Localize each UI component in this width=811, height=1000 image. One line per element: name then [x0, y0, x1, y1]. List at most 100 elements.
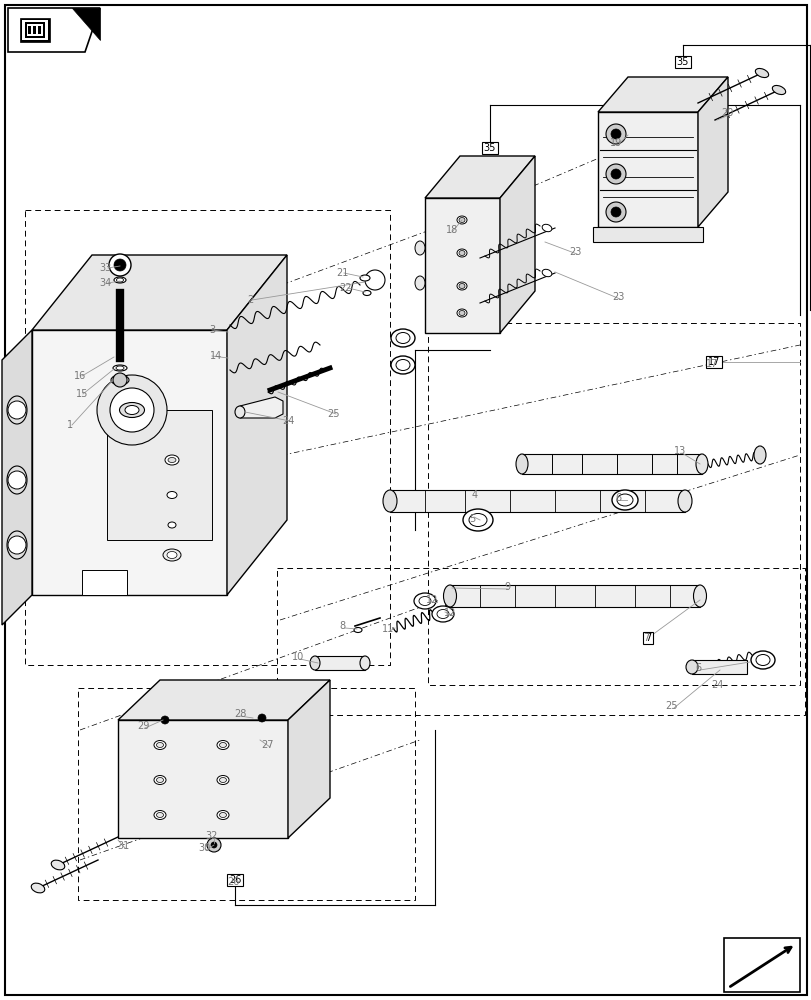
Polygon shape	[597, 77, 727, 112]
Text: 28: 28	[234, 709, 246, 719]
Ellipse shape	[755, 654, 769, 666]
Polygon shape	[72, 8, 100, 40]
Ellipse shape	[458, 250, 465, 255]
Circle shape	[8, 471, 26, 489]
Ellipse shape	[695, 454, 707, 474]
Ellipse shape	[383, 490, 397, 512]
Text: 22: 22	[339, 283, 352, 293]
Ellipse shape	[114, 277, 126, 283]
Text: 5: 5	[468, 514, 474, 524]
Ellipse shape	[542, 269, 551, 277]
Text: 20: 20	[720, 108, 732, 118]
Text: 26: 26	[226, 877, 239, 887]
Text: 24: 24	[710, 680, 723, 690]
Ellipse shape	[457, 216, 466, 224]
Polygon shape	[424, 156, 534, 198]
Ellipse shape	[116, 278, 123, 282]
Ellipse shape	[443, 585, 456, 607]
Ellipse shape	[51, 860, 65, 870]
Ellipse shape	[167, 491, 177, 498]
Text: 6: 6	[694, 663, 700, 673]
Text: 32: 32	[205, 831, 218, 841]
Ellipse shape	[611, 490, 637, 510]
Ellipse shape	[414, 241, 424, 255]
Polygon shape	[2, 330, 32, 625]
Text: 12: 12	[425, 595, 438, 605]
Ellipse shape	[542, 224, 551, 232]
Text: 21: 21	[336, 268, 348, 278]
Circle shape	[605, 124, 625, 144]
Ellipse shape	[515, 454, 527, 474]
Ellipse shape	[219, 778, 226, 782]
Polygon shape	[227, 255, 286, 595]
Ellipse shape	[157, 778, 163, 782]
Text: 25: 25	[665, 701, 677, 711]
Polygon shape	[597, 112, 697, 227]
Ellipse shape	[431, 606, 453, 622]
Circle shape	[161, 716, 169, 724]
Ellipse shape	[113, 365, 127, 371]
Polygon shape	[25, 22, 45, 38]
Circle shape	[8, 536, 26, 554]
Ellipse shape	[436, 609, 448, 618]
Text: 19: 19	[609, 138, 621, 148]
Ellipse shape	[391, 329, 414, 347]
Text: 11: 11	[381, 624, 393, 634]
Polygon shape	[424, 198, 500, 333]
Circle shape	[113, 373, 127, 387]
Circle shape	[109, 254, 131, 276]
Polygon shape	[33, 26, 36, 34]
Ellipse shape	[119, 402, 144, 418]
Text: 14: 14	[209, 351, 222, 361]
Polygon shape	[521, 454, 702, 474]
Polygon shape	[28, 26, 31, 34]
Text: 35: 35	[483, 143, 496, 153]
Ellipse shape	[754, 68, 768, 78]
Text: 6: 6	[614, 493, 620, 503]
Polygon shape	[118, 720, 288, 838]
Polygon shape	[27, 24, 43, 36]
Polygon shape	[389, 490, 684, 512]
Ellipse shape	[217, 776, 229, 784]
Text: 33: 33	[99, 263, 111, 273]
Ellipse shape	[219, 742, 226, 747]
Text: 18: 18	[445, 225, 457, 235]
Polygon shape	[723, 938, 799, 992]
Polygon shape	[8, 8, 100, 52]
Text: 17: 17	[705, 359, 717, 369]
Ellipse shape	[168, 522, 176, 528]
Text: 7: 7	[642, 633, 648, 643]
Text: 2: 2	[247, 295, 253, 305]
Circle shape	[605, 164, 625, 184]
Text: 30: 30	[198, 843, 210, 853]
Text: 29: 29	[136, 721, 149, 731]
Ellipse shape	[168, 458, 176, 462]
Text: 13: 13	[673, 446, 685, 456]
Ellipse shape	[154, 740, 165, 750]
Polygon shape	[691, 660, 746, 674]
Ellipse shape	[125, 406, 139, 414]
Circle shape	[610, 207, 620, 217]
Ellipse shape	[219, 812, 226, 817]
Ellipse shape	[414, 593, 436, 609]
Text: 31: 31	[117, 841, 129, 851]
Ellipse shape	[359, 275, 370, 281]
Ellipse shape	[469, 514, 487, 526]
Ellipse shape	[750, 651, 774, 669]
Ellipse shape	[693, 585, 706, 607]
Text: 1: 1	[67, 420, 73, 430]
Text: 15: 15	[75, 389, 88, 399]
Ellipse shape	[154, 810, 165, 819]
Ellipse shape	[685, 660, 697, 674]
Ellipse shape	[310, 656, 320, 670]
Text: 12: 12	[444, 608, 456, 618]
Circle shape	[605, 202, 625, 222]
Ellipse shape	[217, 740, 229, 750]
Ellipse shape	[616, 494, 633, 506]
Ellipse shape	[7, 396, 27, 424]
Ellipse shape	[363, 290, 371, 296]
Polygon shape	[32, 330, 227, 595]
Circle shape	[258, 714, 266, 722]
Circle shape	[211, 842, 217, 848]
Ellipse shape	[391, 356, 414, 374]
